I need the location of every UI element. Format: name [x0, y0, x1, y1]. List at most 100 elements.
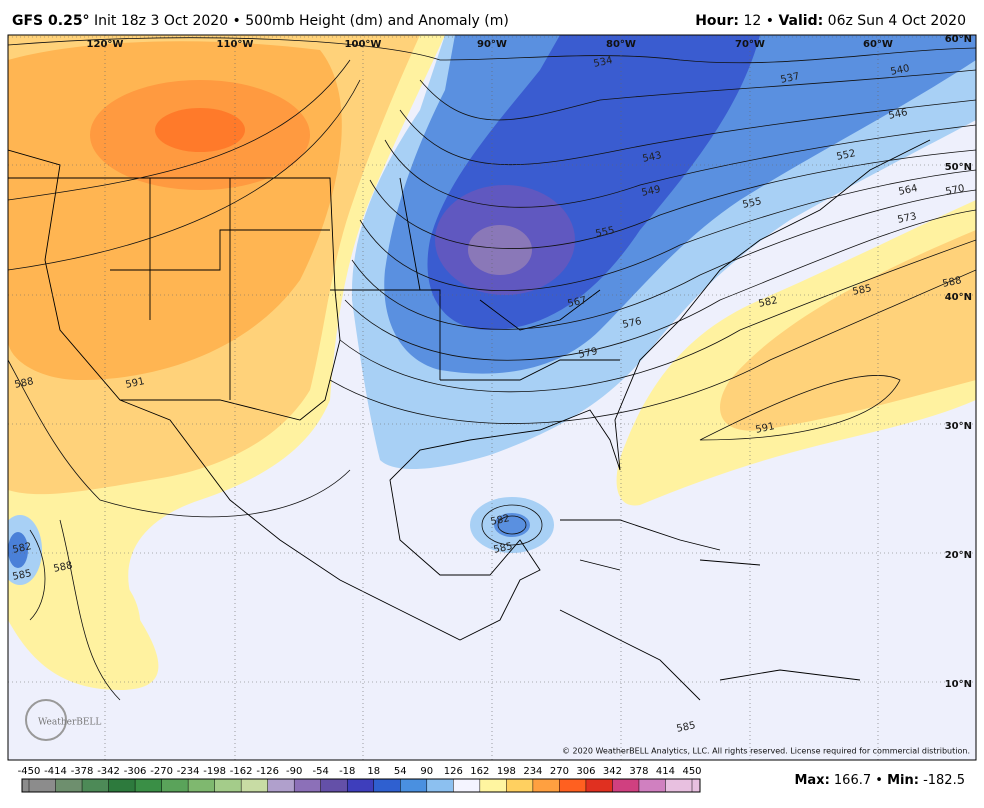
colorbar-swatch: [135, 779, 163, 792]
contour-label: 546: [888, 107, 909, 122]
colorbar-swatch: [532, 779, 560, 792]
contour-label: 552: [836, 148, 857, 163]
colorbar-swatch: [241, 779, 269, 792]
colorbar-label: 90: [420, 766, 433, 777]
contours: 534 537 540 543 546 549 552 555 564 570 573 576 579 5…: [8, 37, 976, 735]
colorbar-swatch: [665, 779, 693, 792]
colorbar-label: 18: [367, 766, 380, 777]
contour-label: 555: [595, 225, 616, 240]
longitude-label: 70°W: [735, 39, 765, 50]
colorbar-frame: [21, 778, 701, 793]
contour-label: 570: [945, 183, 966, 198]
hour-label: Hour:: [695, 13, 739, 29]
colorbar-end: [692, 779, 700, 792]
anomaly-min: [468, 225, 532, 275]
contour-label: 582: [490, 513, 511, 528]
colorbar-label: 270: [550, 766, 569, 777]
longitude-label: 80°W: [606, 39, 636, 50]
latitude-label: 60°N: [945, 34, 972, 45]
colorbar-swatch: [188, 779, 216, 792]
stats-separator: •: [875, 773, 883, 788]
contour-label: 588: [14, 376, 35, 391]
contour-label: 549: [641, 184, 662, 199]
min-value: -182.5: [923, 773, 965, 788]
colorbar-swatch: [267, 779, 295, 792]
latitude-label: 50°N: [945, 162, 972, 173]
contour-label: 588: [53, 560, 74, 575]
contour-label: 591: [125, 376, 146, 391]
contour-label: 585: [12, 568, 33, 583]
hour: 12 •: [743, 13, 774, 29]
latitude-label: 30°N: [945, 421, 972, 432]
colorbar-label: -90: [286, 766, 302, 777]
colorbar-end: [22, 779, 29, 792]
model: GFS 0.25°: [12, 13, 90, 29]
colorbar-label: -54: [313, 766, 329, 777]
anomaly-yellow-patch: [106, 570, 141, 660]
coastlines: [8, 139, 931, 701]
colorbar-swatch: [453, 779, 481, 792]
colorbar-swatch: [612, 779, 640, 792]
valid: 06z Sun 4 Oct 2020: [828, 13, 966, 29]
logo-swirl: [25, 699, 67, 741]
longitude-label: 60°W: [863, 39, 893, 50]
colorbar-swatch: [161, 779, 189, 792]
colorbar-swatch: [108, 779, 136, 792]
longitude-label: 90°W: [477, 39, 507, 50]
colorbar-label: 162: [470, 766, 489, 777]
contour-label: 585: [676, 720, 697, 735]
colorbar-label: -450: [18, 766, 41, 777]
latitude-label: 10°N: [945, 679, 972, 690]
contour-label: 576: [622, 316, 643, 331]
run-info: Init 18z 3 Oct 2020 • 500mb Height (dm) …: [94, 13, 509, 29]
colorbar-label: 342: [603, 766, 622, 777]
valid-label: Valid:: [778, 13, 823, 29]
colorbar-swatch: [294, 779, 322, 792]
colorbar-swatch: [55, 779, 83, 792]
contour-label: 582: [12, 541, 33, 556]
colorbar-label: -234: [177, 766, 200, 777]
contour-label: 567: [567, 295, 588, 310]
map: 534 537 540 543 546 549 552 555 564 570 573 576 579 5…: [8, 34, 976, 760]
colorbar-label: -270: [150, 766, 173, 777]
colorbar-label: -126: [256, 766, 279, 777]
colorbar-swatch: [559, 779, 587, 792]
colorbar-label: -414: [44, 766, 67, 777]
colorbar-swatch: [214, 779, 242, 792]
graticule: 120°W 110°W 100°W 90°W 80°W 70°W 60°W 60°N 50°N 4…: [8, 34, 976, 760]
colorbar-swatch: [479, 779, 507, 792]
colorbar-swatch: [320, 779, 348, 792]
max-value: 166.7: [834, 773, 871, 788]
contour-label: 543: [642, 150, 663, 165]
pacific-low-core: [8, 532, 28, 568]
colorbar-swatch: [400, 779, 428, 792]
colorbar-label: -18: [339, 766, 355, 777]
max-label: Max:: [794, 773, 829, 788]
longitude-label: 120°W: [87, 39, 124, 50]
colorbar-label: -198: [203, 766, 226, 777]
colorbar-swatch: [29, 779, 57, 792]
colorbar-label: 126: [444, 766, 463, 777]
hurricane-core: [494, 513, 530, 537]
colorbar-swatch: [82, 779, 110, 792]
colorbar-label: -162: [230, 766, 253, 777]
colorbar-swatch: [585, 779, 613, 792]
contour-label: 573: [897, 211, 918, 226]
colorbar-label: 450: [682, 766, 701, 777]
contour-label: 564: [898, 183, 919, 198]
contour-label: 582: [758, 295, 779, 310]
colorbar: -450 -414 -378 -342 -306 -270 -234 -198 -162 -126…: [18, 766, 702, 793]
copyright: © 2020 WeatherBELL Analytics, LLC. All r…: [562, 747, 970, 756]
contour-label: 534: [593, 55, 614, 70]
contour-label: 588: [942, 275, 963, 290]
latitude-label: 20°N: [945, 550, 972, 561]
colorbar-swatch: [373, 779, 401, 792]
longitude-label: 100°W: [345, 39, 382, 50]
latitude-label: 40°N: [945, 292, 972, 303]
colorbar-label: -342: [97, 766, 120, 777]
contour-label: 591: [755, 421, 776, 436]
contour-label: 585: [493, 541, 514, 556]
header-left: GFS 0.25° Init 18z 3 Oct 2020 • 500mb He…: [12, 13, 509, 29]
stats: Max: 166.7 • Min: -182.5: [794, 773, 965, 788]
